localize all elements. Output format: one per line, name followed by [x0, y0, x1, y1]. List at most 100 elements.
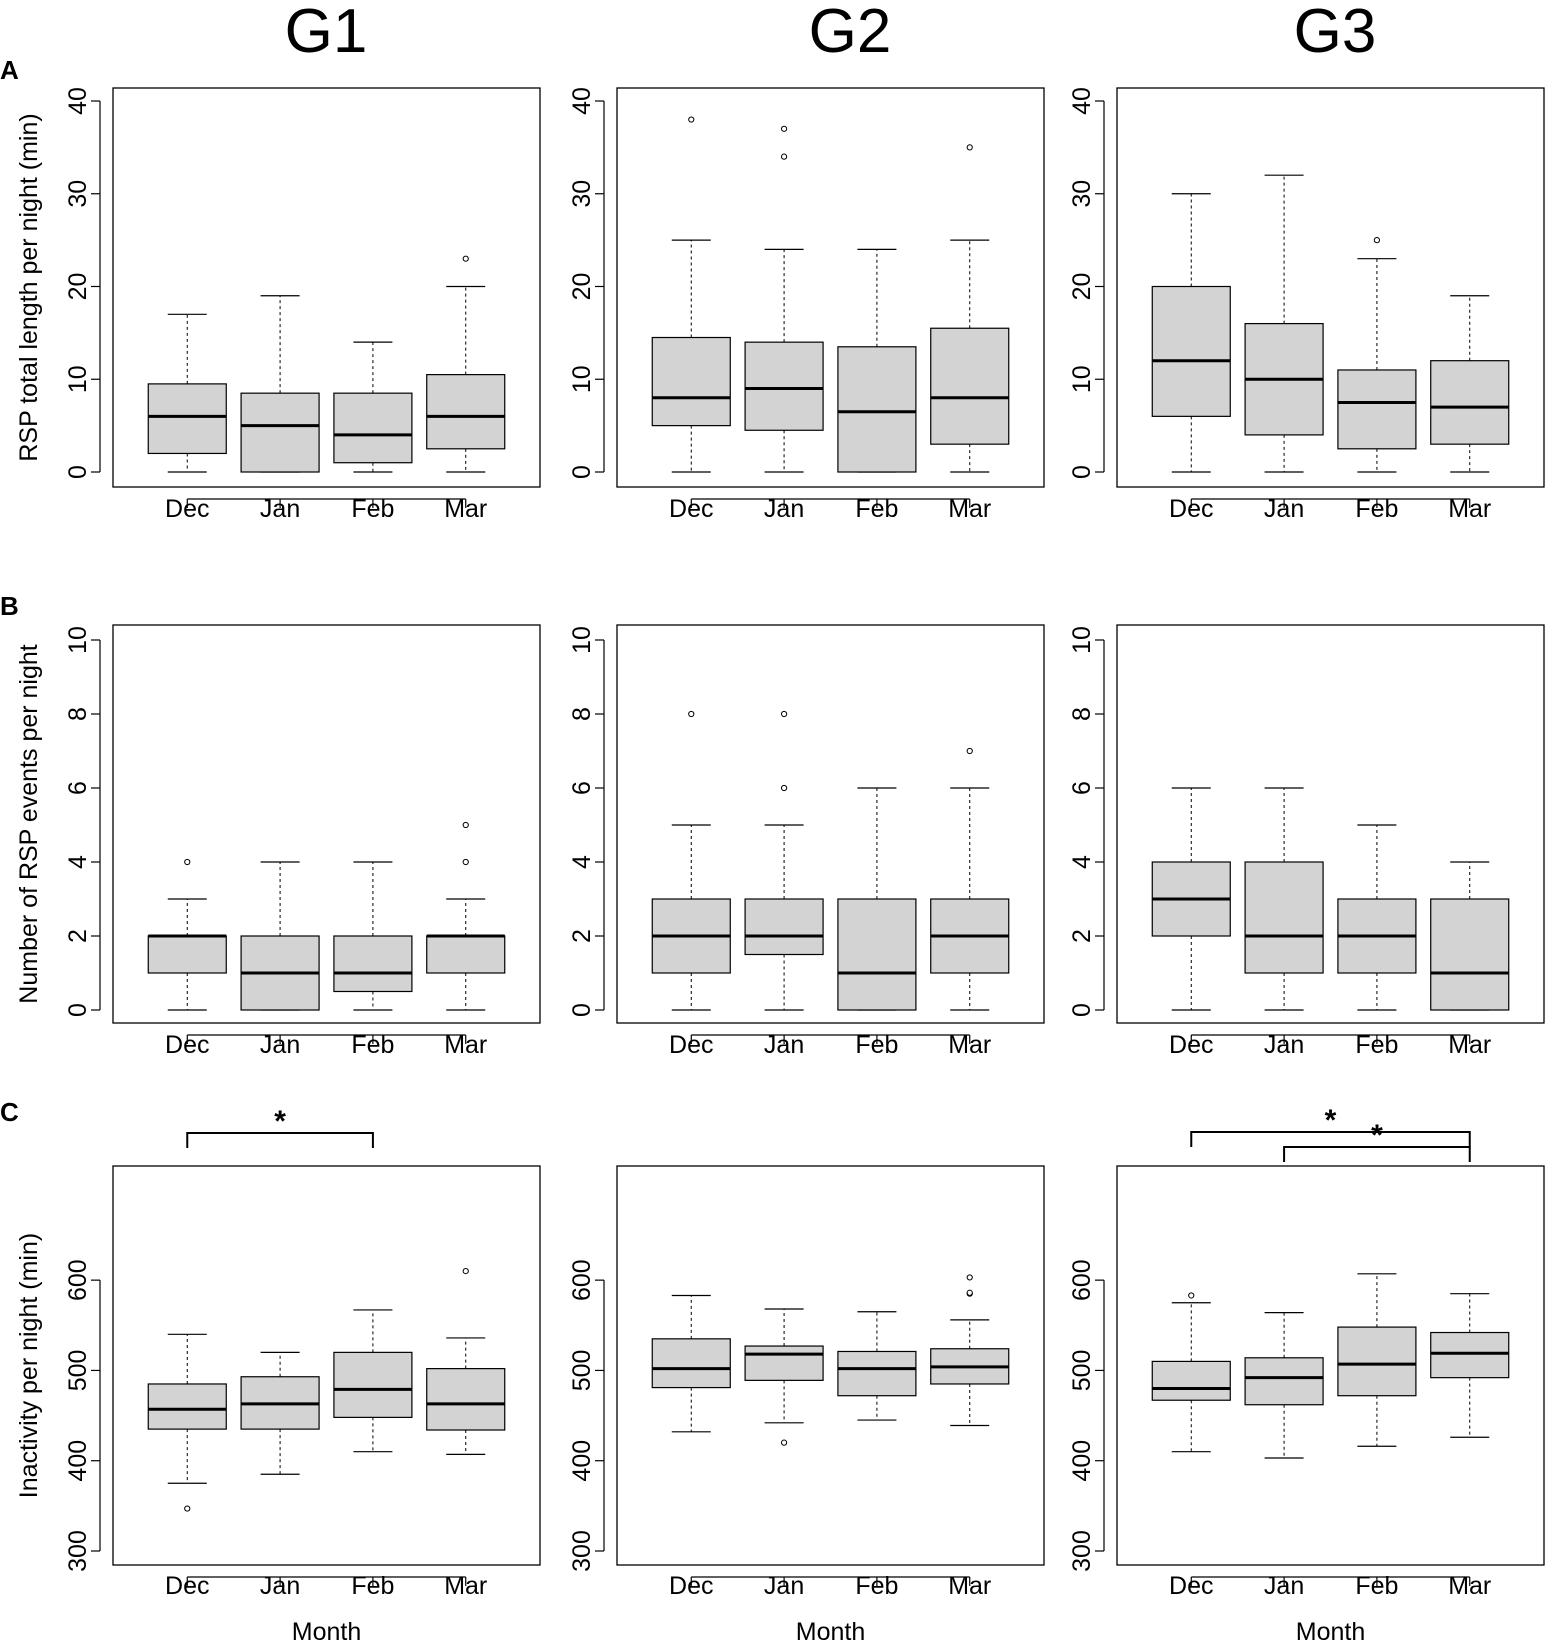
x-tick-label: Feb	[351, 1031, 394, 1059]
outlier-point	[780, 153, 788, 160]
significance-bracket	[186, 1132, 374, 1148]
box-jan	[1244, 174, 1324, 473]
panel-a-g2: 0 10 20 30 40 Dec Jan Feb Mar	[568, 87, 1045, 523]
y-tick-label: 0	[64, 465, 92, 479]
box-jan	[744, 1308, 824, 1446]
y-tick-label: 500	[64, 1350, 92, 1392]
x-tick-label: Mar	[444, 1031, 487, 1059]
y-tick-label: 600	[64, 1259, 92, 1301]
outlier-point	[1188, 1292, 1195, 1299]
box-mar	[1430, 1293, 1510, 1438]
x-axis-title: Month	[292, 1618, 361, 1646]
x-tick-label: Dec	[165, 1572, 209, 1600]
outlier-point	[780, 125, 788, 132]
x-tick-label: Jan	[260, 1572, 300, 1600]
panel-c-g1: 300 400 500 600 Dec Jan Feb Mar Month *	[64, 1105, 541, 1646]
box-iqr	[651, 1338, 731, 1389]
box-iqr	[744, 898, 824, 956]
box-mar	[930, 1274, 1010, 1427]
row-label-a: A	[0, 55, 19, 85]
box-iqr	[1151, 1360, 1231, 1401]
box-feb	[1337, 824, 1417, 1011]
x-tick-label: Feb	[1355, 1572, 1398, 1600]
box-dec	[651, 710, 731, 1011]
row-label-c: C	[0, 1097, 19, 1127]
y-tick-label: 6	[1068, 781, 1096, 795]
box-mar	[426, 255, 506, 473]
y-tick-label: 300	[568, 1530, 596, 1572]
box-iqr	[333, 1351, 413, 1418]
box-iqr	[426, 1368, 506, 1431]
box-jan	[240, 1351, 320, 1475]
outlier-point	[780, 710, 788, 718]
box-iqr	[426, 935, 506, 974]
y-tick-label: 10	[64, 626, 92, 654]
box-iqr	[1430, 898, 1510, 1011]
x-axis-title: Month	[796, 1618, 865, 1646]
x-tick-label: Mar	[1448, 1572, 1491, 1600]
box-feb	[333, 1309, 413, 1453]
box-feb	[1337, 1273, 1417, 1447]
column-header-g3: G3	[1294, 0, 1377, 66]
y-tick-label: 500	[568, 1350, 596, 1392]
y-tick-label: 8	[64, 707, 92, 721]
y-tick-label: 10	[64, 365, 92, 393]
y-tick-label: 0	[568, 465, 596, 479]
x-tick-label: Dec	[165, 495, 209, 523]
x-tick-label: Mar	[1448, 1031, 1491, 1059]
box-iqr	[147, 1383, 227, 1430]
box-iqr	[1244, 1357, 1324, 1406]
panel-b-g2: 0 2 4 6 8 10 Dec Jan Feb Mar	[568, 624, 1045, 1059]
significance-star: *	[274, 1105, 286, 1138]
x-tick-label: Jan	[260, 495, 300, 523]
box-iqr	[744, 341, 824, 431]
y-tick-label: 300	[1068, 1530, 1096, 1572]
y-tick-label: 2	[64, 929, 92, 943]
y-tick-label: 0	[1068, 465, 1096, 479]
box-mar	[426, 1268, 506, 1455]
x-tick-label: Mar	[948, 1572, 991, 1600]
x-tick-label: Feb	[1355, 495, 1398, 523]
x-tick-label: Mar	[444, 1572, 487, 1600]
y-tick-label: 500	[1068, 1350, 1096, 1392]
y-tick-label: 40	[1068, 87, 1096, 115]
panel-b-g3: 0 2 4 6 8 10 Dec Jan Feb Mar	[1068, 624, 1545, 1059]
x-tick-label: Jan	[260, 1031, 300, 1059]
x-tick-label: Jan	[764, 1572, 804, 1600]
x-tick-label: Mar	[444, 495, 487, 523]
y-axis-title: Inactivity per night (min)	[15, 1233, 43, 1498]
box-iqr	[333, 392, 413, 464]
y-tick-label: 20	[568, 273, 596, 301]
y-tick-label: 40	[568, 87, 596, 115]
column-header-g1: G1	[285, 0, 368, 66]
x-tick-label: Dec	[669, 1031, 713, 1059]
box-iqr	[1337, 1326, 1417, 1397]
significance-star: *	[1325, 1104, 1337, 1137]
box-iqr	[651, 336, 731, 427]
x-tick-label: Mar	[948, 495, 991, 523]
y-tick-label: 400	[64, 1440, 92, 1482]
x-tick-label: Feb	[351, 495, 394, 523]
outlier-point	[184, 1505, 191, 1512]
panel-b-g1: 0 2 4 6 8 10 Dec Jan Feb Mar	[64, 624, 541, 1059]
outlier-point	[780, 1439, 788, 1446]
y-tick-label: 0	[1068, 1003, 1096, 1017]
significance-bracket	[1190, 1131, 1471, 1147]
box-mar	[1430, 295, 1510, 473]
significance-bracket	[1283, 1146, 1471, 1162]
x-tick-label: Mar	[948, 1031, 991, 1059]
box-jan	[1244, 787, 1324, 1011]
x-tick-label: Jan	[764, 1031, 804, 1059]
box-mar	[930, 747, 1010, 1011]
box-iqr	[1151, 285, 1231, 417]
box-feb	[837, 1311, 917, 1421]
box-jan	[240, 295, 320, 473]
y-tick-label: 600	[568, 1259, 596, 1301]
y-tick-label: 40	[64, 87, 92, 115]
y-tick-label: 0	[64, 1003, 92, 1017]
y-tick-label: 600	[1068, 1259, 1096, 1301]
box-iqr	[1337, 369, 1417, 450]
x-tick-label: Dec	[1169, 1572, 1213, 1600]
outlier-point	[966, 144, 973, 151]
